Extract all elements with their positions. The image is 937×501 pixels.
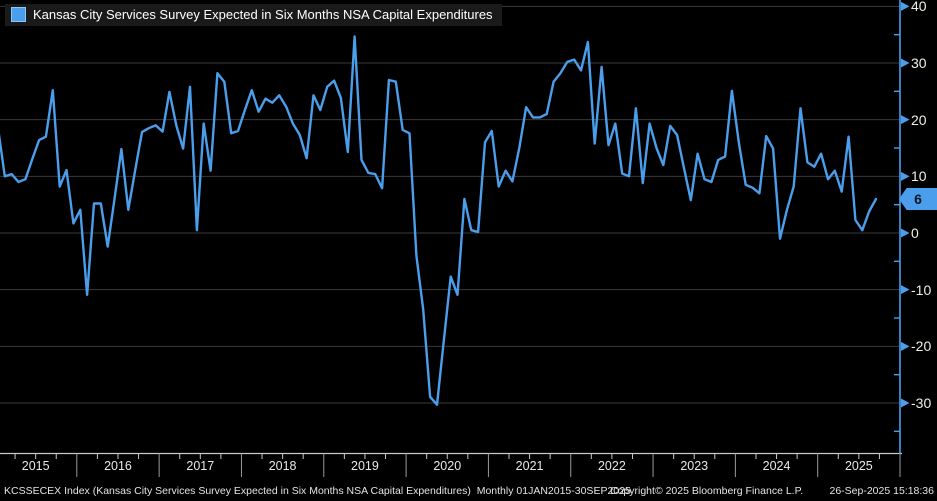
y-major-tick-arrow xyxy=(901,171,910,181)
year-label: 2020 xyxy=(433,459,462,473)
y-major-tick-arrow xyxy=(901,115,910,125)
y-major-tick-arrow xyxy=(901,398,910,408)
status-bar: KCSSECEX Index (Kansas City Services Sur… xyxy=(0,485,937,500)
copyright-text: Copyright© 2025 Bloomberg Finance L.P. xyxy=(610,485,804,497)
y-tick-label: -30 xyxy=(911,395,932,411)
y-tick-label: -10 xyxy=(911,281,932,298)
y-major-tick-arrow xyxy=(901,228,910,238)
y-tick-label: 0 xyxy=(911,225,919,241)
y-tick-label: 40 xyxy=(911,0,927,15)
year-label: 2018 xyxy=(268,459,297,473)
y-major-tick-arrow xyxy=(901,341,910,351)
year-label: 2017 xyxy=(186,459,215,473)
ticker-description: KCSSECEX Index (Kansas City Services Sur… xyxy=(4,485,631,497)
last-value-badge: 6 xyxy=(899,187,937,210)
year-label: 2025 xyxy=(844,459,873,473)
chart-legend-item[interactable]: Kansas City Services Survey Expected in … xyxy=(5,4,502,26)
year-label: 2015 xyxy=(21,459,50,473)
series-swatch-icon xyxy=(11,7,26,22)
y-major-tick-arrow xyxy=(901,1,910,11)
series-label: Kansas City Services Survey Expected in … xyxy=(33,7,493,22)
timestamp: 26-Sep-2025 15:18:36 xyxy=(829,485,934,497)
y-tick-label: -20 xyxy=(911,338,932,355)
year-label: 2024 xyxy=(762,459,791,473)
year-label: 2021 xyxy=(515,459,544,473)
year-label: 2019 xyxy=(351,459,379,473)
year-label: 2023 xyxy=(680,459,709,473)
y-tick-label: 30 xyxy=(911,54,927,71)
series-line xyxy=(0,35,878,406)
y-tick-label: 10 xyxy=(911,168,927,185)
year-label: 2016 xyxy=(104,459,132,473)
year-label: 2022 xyxy=(597,459,626,473)
y-major-tick-arrow xyxy=(901,285,910,295)
y-major-tick-arrow xyxy=(901,58,910,68)
y-tick-label: 20 xyxy=(911,111,927,128)
